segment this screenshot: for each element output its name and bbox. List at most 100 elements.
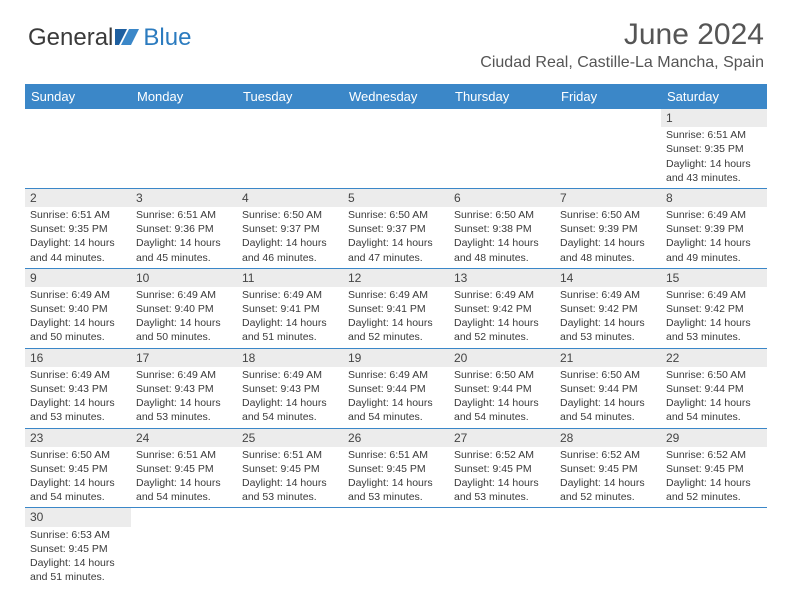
daylight-line1: Daylight: 14 hours (348, 396, 444, 410)
day-content: Sunrise: 6:50 AMSunset: 9:38 PMDaylight:… (449, 207, 555, 268)
day-content: Sunrise: 6:51 AMSunset: 9:45 PMDaylight:… (237, 447, 343, 508)
day-content: Sunrise: 6:52 AMSunset: 9:45 PMDaylight:… (555, 447, 661, 508)
day-number: 3 (131, 189, 237, 207)
daylight-line1: Daylight: 14 hours (348, 236, 444, 250)
day-number (237, 508, 343, 524)
day-cell: 3Sunrise: 6:51 AMSunset: 9:36 PMDaylight… (131, 189, 237, 268)
day-cell: 4Sunrise: 6:50 AMSunset: 9:37 PMDaylight… (237, 189, 343, 268)
week-row: 23Sunrise: 6:50 AMSunset: 9:45 PMDayligh… (25, 429, 767, 509)
sunset-text: Sunset: 9:44 PM (560, 382, 656, 396)
sunrise-text: Sunrise: 6:52 AM (454, 448, 550, 462)
day-content: Sunrise: 6:49 AMSunset: 9:44 PMDaylight:… (343, 367, 449, 428)
daylight-line1: Daylight: 14 hours (348, 316, 444, 330)
daylight-line1: Daylight: 14 hours (348, 476, 444, 490)
day-header: Tuesday (237, 84, 343, 109)
week-row: 16 Sunrise: 6:49 AM Sunset: 9:43 PM Dayligh… (25, 349, 767, 429)
day-content: Sunrise: 6:52 AMSunset: 9:45 PMDaylight:… (449, 447, 555, 508)
day-cell (131, 508, 237, 587)
daylight-line2: and 45 minutes. (136, 251, 232, 265)
calendar: Sunday Monday Tuesday Wednesday Thursday… (25, 84, 767, 587)
sunrise-text: Sunrise: 6:49 AM (454, 288, 550, 302)
daylight-line1: Daylight: 14 hours (666, 396, 762, 410)
day-cell: 23Sunrise: 6:50 AMSunset: 9:45 PMDayligh… (25, 429, 131, 508)
daylight-line1: Daylight: 14 hours (666, 476, 762, 490)
day-header: Wednesday (343, 84, 449, 109)
sunrise-text: Sunrise: 6:51 AM (242, 448, 338, 462)
daylight-line2: and 52 minutes. (560, 490, 656, 504)
day-number: 12 (343, 269, 449, 287)
week-row: 2Sunrise: 6:51 AMSunset: 9:35 PMDaylight… (25, 189, 767, 269)
day-content: Sunrise: 6:51 AMSunset: 9:45 PMDaylight:… (131, 447, 237, 508)
day-number (449, 508, 555, 524)
title-block: June 2024 Ciudad Real, Castille-La Manch… (480, 18, 764, 72)
sunset-text: Sunset: 9:42 PM (666, 302, 762, 316)
day-cell: 16Sunrise: 6:49 AMSunset: 9:43 PMDayligh… (25, 349, 131, 428)
day-content: Sunrise: 6:50 AMSunset: 9:44 PMDaylight:… (555, 367, 661, 428)
day-cell: 19Sunrise: 6:49 AMSunset: 9:44 PMDayligh… (343, 349, 449, 428)
sunrise-text: Sunrise: 6:52 AM (666, 448, 762, 462)
day-number: 22 (661, 349, 767, 367)
sunrise-text: Sunrise: 6:49 AM (30, 288, 126, 302)
day-content: Sunrise: 6:50 AMSunset: 9:44 PMDaylight:… (661, 367, 767, 428)
flag-icon (115, 28, 141, 48)
logo: General Blue (28, 24, 191, 52)
day-cell (131, 109, 237, 188)
daylight-line2: and 51 minutes. (242, 330, 338, 344)
day-content: Sunrise: 6:49 AMSunset: 9:40 PMDaylight:… (131, 287, 237, 348)
daylight-line2: and 48 minutes. (454, 251, 550, 265)
day-number: 16 (25, 349, 131, 367)
day-number (237, 109, 343, 125)
sunrise-text: Sunrise: 6:50 AM (30, 448, 126, 462)
logo-word1: General (28, 24, 113, 52)
day-content: Sunrise: 6:50 AMSunset: 9:39 PMDaylight:… (555, 207, 661, 268)
sunset-text: Sunset: 9:45 PM (348, 462, 444, 476)
day-cell: 2Sunrise: 6:51 AMSunset: 9:35 PMDaylight… (25, 189, 131, 268)
sunset-text: Sunset: 9:45 PM (136, 462, 232, 476)
day-cell (343, 109, 449, 188)
daylight-line1: Daylight: 14 hours (136, 236, 232, 250)
sunset-text: Sunset: 9:43 PM (136, 382, 232, 396)
sunset-text: Sunset: 9:37 PM (348, 222, 444, 236)
daylight-line1: Daylight: 14 hours (242, 316, 338, 330)
daylight-line1: Daylight: 14 hours (30, 236, 126, 250)
daylight-line2: and 48 minutes. (560, 251, 656, 265)
day-number: 26 (343, 429, 449, 447)
sunset-text: Sunset: 9:45 PM (30, 542, 126, 556)
day-cell: 7Sunrise: 6:50 AMSunset: 9:39 PMDaylight… (555, 189, 661, 268)
day-content: Sunrise: 6:51 AMSunset: 9:45 PMDaylight:… (343, 447, 449, 508)
day-number: 30 (25, 508, 131, 526)
sunrise-text: Sunrise: 6:49 AM (348, 368, 444, 382)
day-number: 13 (449, 269, 555, 287)
day-header: Friday (555, 84, 661, 109)
sunset-text: Sunset: 9:45 PM (666, 462, 762, 476)
sunrise-text: Sunrise: 6:51 AM (30, 208, 126, 222)
daylight-line1: Daylight: 14 hours (30, 476, 126, 490)
day-content: Sunrise: 6:51 AMSunset: 9:35 PMDaylight:… (25, 207, 131, 268)
daylight-line2: and 54 minutes. (666, 410, 762, 424)
sunrise-text: Sunrise: 6:49 AM (666, 288, 762, 302)
sunrise-text: Sunrise: 6:49 AM (242, 368, 338, 382)
daylight-line2: and 50 minutes. (136, 330, 232, 344)
daylight-line2: and 53 minutes. (454, 490, 550, 504)
daylight-line2: and 50 minutes. (30, 330, 126, 344)
daylight-line2: and 53 minutes. (560, 330, 656, 344)
daylight-line1: Daylight: 14 hours (454, 316, 550, 330)
daylight-line2: and 43 minutes. (666, 171, 762, 185)
sunset-text: Sunset: 9:44 PM (454, 382, 550, 396)
daylight-line1: Daylight: 14 hours (454, 476, 550, 490)
day-cell: 5Sunrise: 6:50 AMSunset: 9:37 PMDaylight… (343, 189, 449, 268)
daylight-line2: and 54 minutes. (348, 410, 444, 424)
daylight-line2: and 54 minutes. (454, 410, 550, 424)
day-cell: 15Sunrise: 6:49 AMSunset: 9:42 PMDayligh… (661, 269, 767, 348)
sunrise-text: Sunrise: 6:51 AM (348, 448, 444, 462)
day-cell (555, 109, 661, 188)
day-number: 10 (131, 269, 237, 287)
daylight-line2: and 54 minutes. (136, 490, 232, 504)
week-row: 1Sunrise: 6:51 AMSunset: 9:35 PMDaylight… (25, 109, 767, 189)
sunset-text: Sunset: 9:35 PM (666, 142, 762, 156)
day-header: Sunday (25, 84, 131, 109)
day-number (25, 109, 131, 125)
day-cell: 6Sunrise: 6:50 AMSunset: 9:38 PMDaylight… (449, 189, 555, 268)
daylight-line1: Daylight: 14 hours (242, 396, 338, 410)
day-number: 11 (237, 269, 343, 287)
